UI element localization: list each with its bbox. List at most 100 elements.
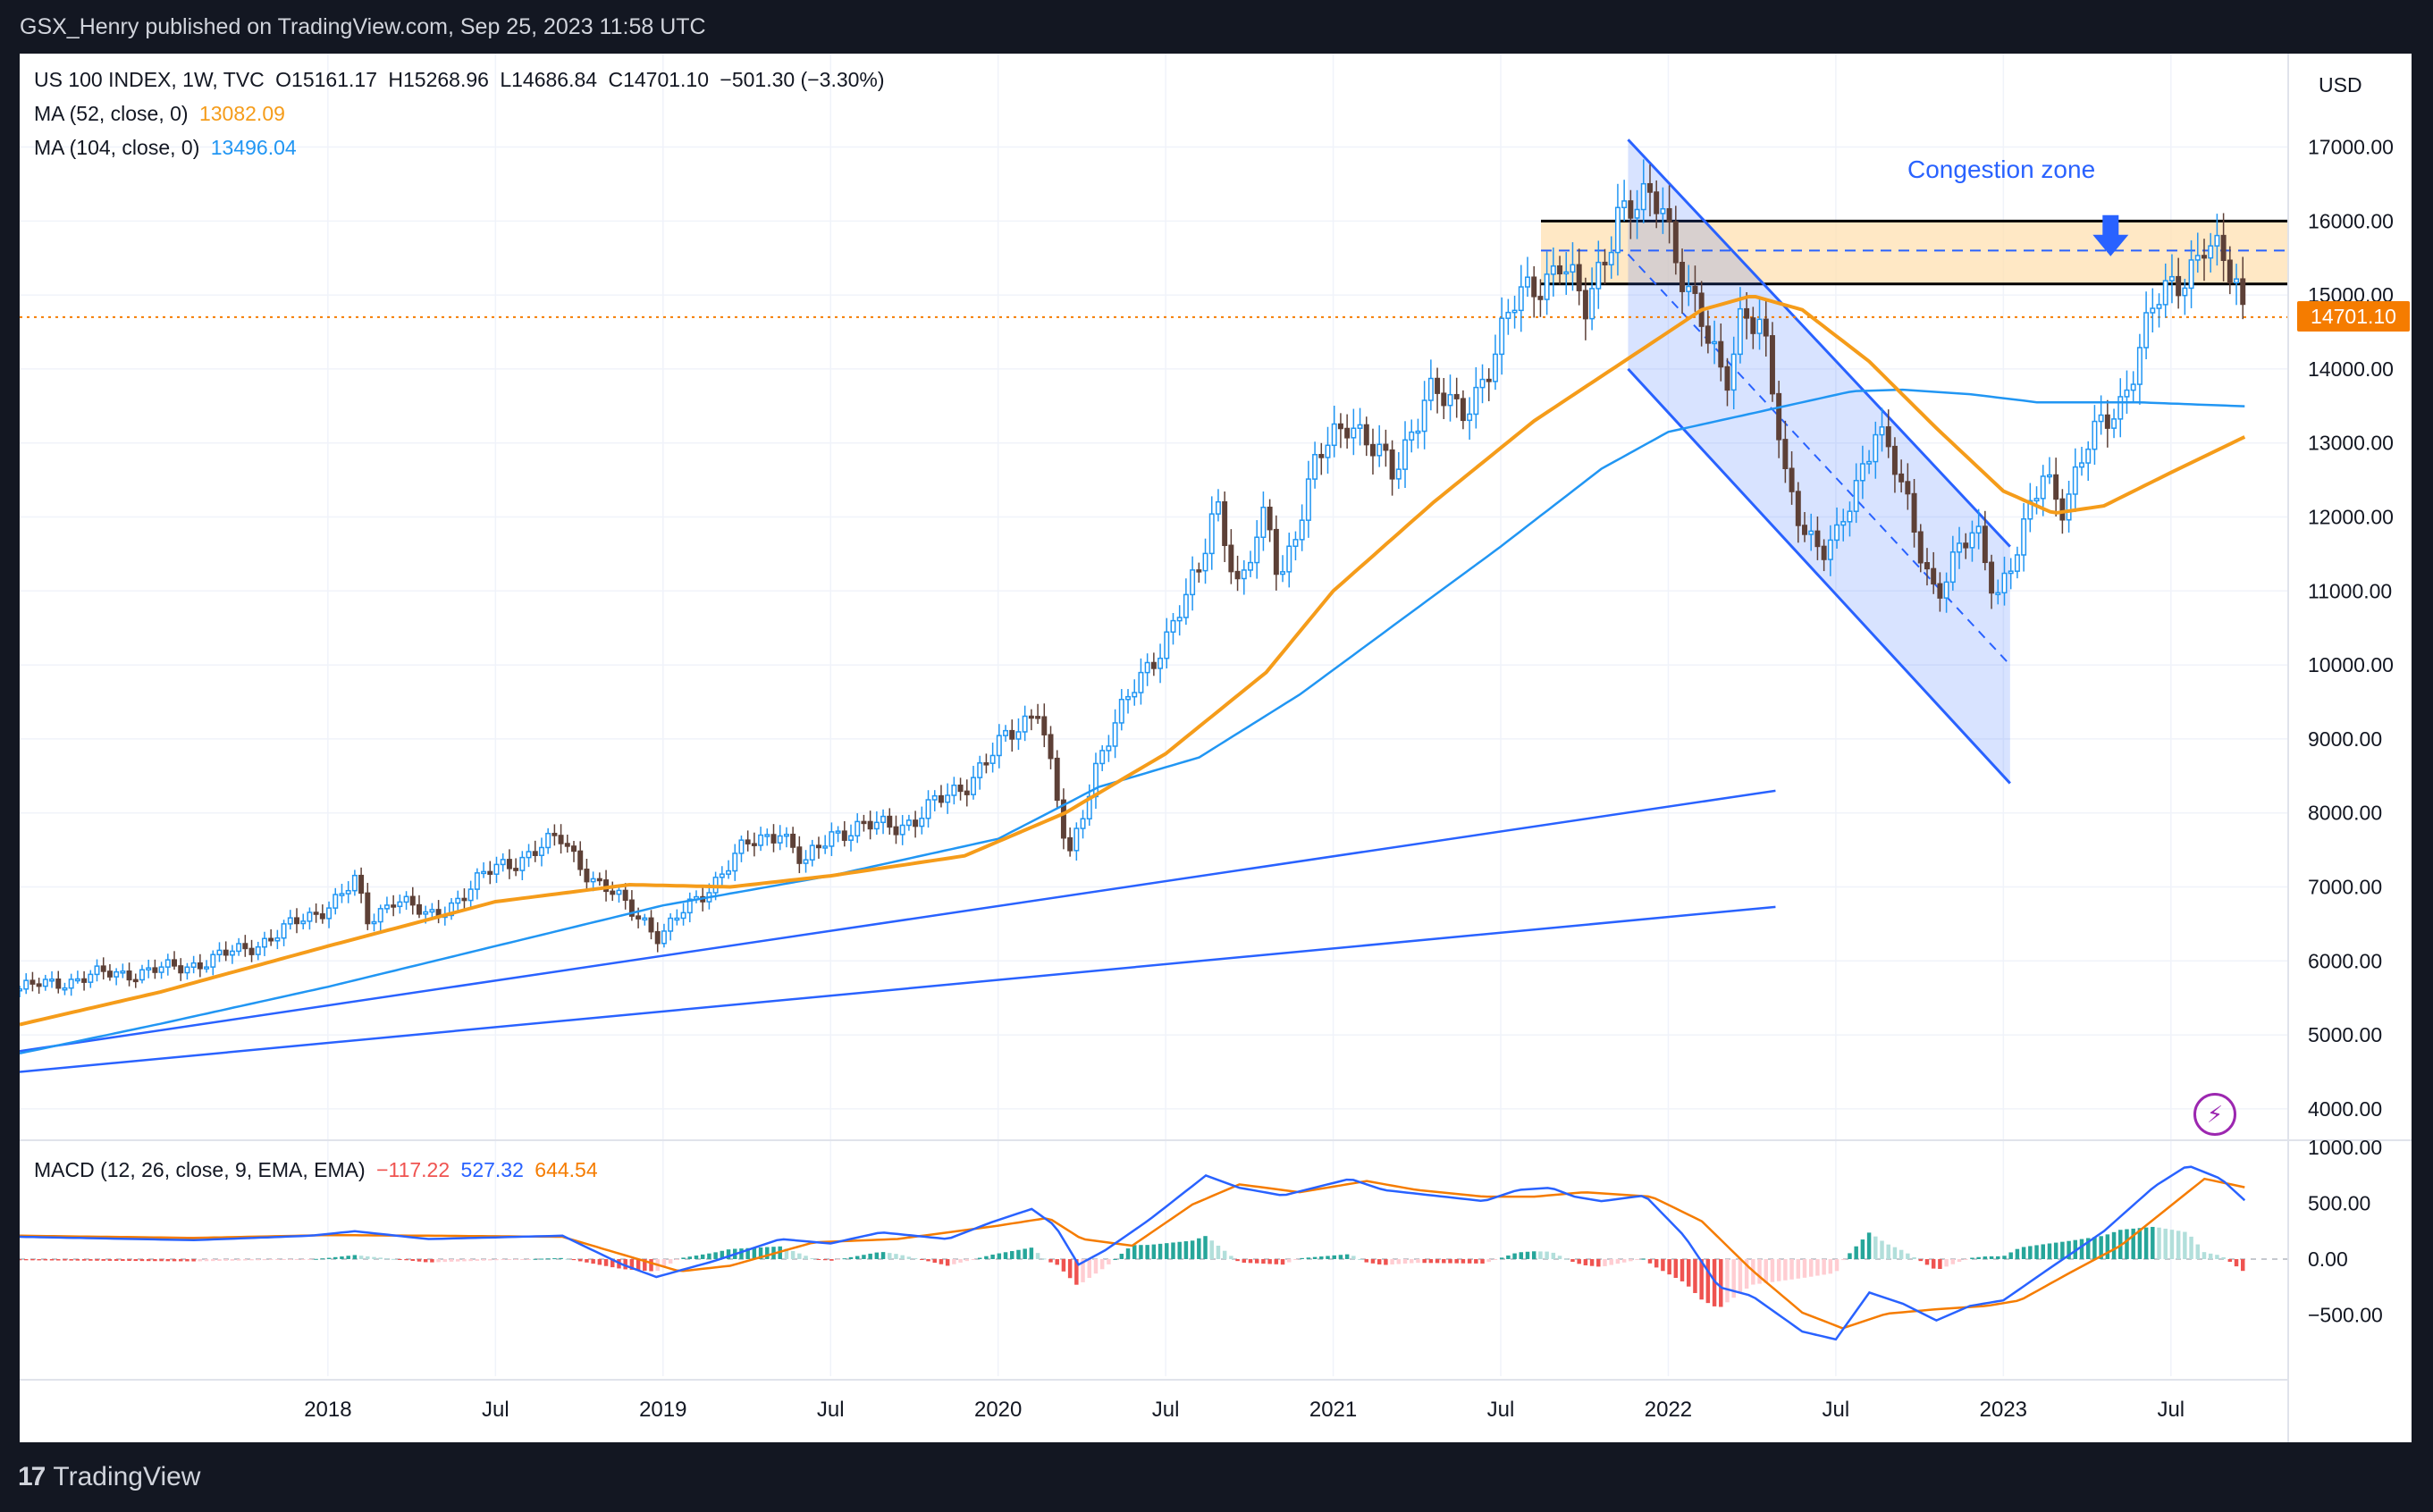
macd-hist-bar xyxy=(694,1256,699,1259)
macd-hist-bar xyxy=(320,1258,325,1260)
macd-hist-bar xyxy=(1866,1232,1872,1259)
candle-body xyxy=(1589,288,1595,320)
macd-hist-bar xyxy=(577,1259,583,1262)
macd-hist-bar xyxy=(2028,1246,2033,1259)
candle-body xyxy=(94,965,100,976)
macd-hist-bar xyxy=(1261,1259,1266,1264)
macd-hist-bar xyxy=(2085,1238,2091,1259)
macd-hist-bar xyxy=(1525,1251,1530,1259)
macd-hist-bar xyxy=(1596,1259,1601,1267)
candle-body xyxy=(1048,734,1054,760)
candle-body xyxy=(610,890,616,895)
price-tick-label: 7000.00 xyxy=(2308,875,2382,898)
candle-body xyxy=(74,978,80,982)
candle-body xyxy=(1595,261,1602,290)
macd-hist-bar xyxy=(745,1247,750,1259)
candle-body xyxy=(913,819,919,827)
candle-body xyxy=(964,790,970,795)
candle-body xyxy=(1544,273,1550,300)
price-tick-label: 8000.00 xyxy=(2308,802,2382,825)
candle-body xyxy=(622,889,628,902)
channel-upper-line xyxy=(1627,139,2011,548)
macd-hist-bar xyxy=(391,1258,396,1260)
candle-body xyxy=(661,930,667,945)
candle-body xyxy=(1228,544,1234,573)
candle-body xyxy=(55,979,62,989)
candle-body xyxy=(1351,427,1357,439)
macd-hist-bar xyxy=(372,1256,376,1259)
macd-hist-bar xyxy=(752,1247,757,1259)
macd-hist-bar xyxy=(1474,1259,1478,1264)
macd-hist-bar xyxy=(1402,1259,1408,1264)
candle-body xyxy=(2066,493,2072,521)
candle-body xyxy=(132,979,139,983)
candle-body xyxy=(1376,443,1383,457)
macd-hist-bar xyxy=(906,1256,912,1259)
macd-hist-bar xyxy=(56,1259,61,1261)
macd-hist-bar xyxy=(758,1247,763,1259)
ma52-legend[interactable]: MA (52, close, 0) 13082.09 xyxy=(34,102,290,126)
candle-body xyxy=(2168,275,2175,281)
candle-body xyxy=(1273,528,1279,575)
ma104-legend[interactable]: MA (104, close, 0) 13496.04 xyxy=(34,136,302,160)
macd-hist-bar xyxy=(913,1258,918,1260)
chart-svg[interactable]: 4000.00 5000.00 6000.00 7000.00 8000.00 9000.… xyxy=(20,54,2412,1442)
candle-body xyxy=(1885,426,1891,448)
congestion-zone-label[interactable]: Congestion zone xyxy=(1907,155,2096,183)
macd-hist-bar xyxy=(1815,1259,1820,1276)
macd-hist-bar xyxy=(1113,1258,1117,1260)
macd-hist-bar xyxy=(133,1259,139,1262)
candle-body xyxy=(319,913,325,920)
macd-hist-bar xyxy=(932,1259,937,1264)
macd-hist-bar xyxy=(1099,1259,1105,1270)
candle-body xyxy=(1132,692,1138,698)
last-price-badge: 14701.10 xyxy=(2297,301,2410,332)
symbol-name[interactable]: US 100 INDEX, 1W, TVC xyxy=(34,68,265,91)
chart-panel[interactable]: 4000.00 5000.00 6000.00 7000.00 8000.00 9000.… xyxy=(20,54,2412,1442)
macd-hist-bar xyxy=(1384,1259,1388,1265)
candle-body xyxy=(172,959,178,967)
tradingview-logo[interactable]: 17 TradingView xyxy=(18,1462,200,1492)
macd-hist-bar xyxy=(1506,1255,1511,1259)
candle-body xyxy=(1763,318,1769,337)
macd-hist-bar xyxy=(2060,1241,2065,1259)
candle-body xyxy=(1022,715,1028,733)
candle-body xyxy=(1150,661,1157,669)
macd-hist-bar xyxy=(2021,1247,2026,1259)
drawing-layer[interactable] xyxy=(1540,139,2288,784)
macd-hist-bar xyxy=(1151,1244,1157,1259)
candle-body xyxy=(287,917,293,925)
candle-body xyxy=(945,794,951,803)
macd-hist-bar xyxy=(2176,1231,2181,1259)
macd-hist-bar xyxy=(726,1249,731,1259)
candle-body xyxy=(680,911,686,920)
candle-body xyxy=(1003,729,1009,736)
candle-body xyxy=(416,903,422,915)
candle-body xyxy=(158,966,164,973)
candle-body xyxy=(1344,427,1351,439)
macd-tick-label: 0.00 xyxy=(2308,1247,2348,1271)
macd-hist-bar xyxy=(1493,1259,1498,1260)
candle-body xyxy=(1118,698,1124,724)
candle-body xyxy=(1686,285,1692,292)
candle-body xyxy=(564,843,570,847)
candle-body xyxy=(803,859,809,864)
candle-body xyxy=(1982,525,1988,564)
macd-hist-bar xyxy=(1848,1253,1852,1259)
macd-hist-bar xyxy=(262,1259,267,1261)
lightning-icon[interactable]: ⚡ xyxy=(2193,1093,2236,1136)
candle-body xyxy=(81,978,88,983)
macd-hist-bar xyxy=(81,1259,87,1261)
macd-hist-bar xyxy=(1731,1259,1736,1298)
candle-body xyxy=(1357,424,1363,429)
candle-body xyxy=(429,909,435,913)
currency-label[interactable]: USD xyxy=(2319,73,2362,97)
macd-legend[interactable]: MACD (12, 26, close, 9, EMA, EMA) −117.2… xyxy=(34,1158,603,1182)
candle-body xyxy=(88,973,94,983)
price-tick-label: 4000.00 xyxy=(2308,1097,2382,1121)
candle-body xyxy=(358,874,365,895)
candle-body xyxy=(1557,265,1563,275)
macd-hist-bar xyxy=(804,1256,808,1259)
candle-body xyxy=(1267,507,1273,531)
macd-hist-bar xyxy=(520,1259,525,1260)
